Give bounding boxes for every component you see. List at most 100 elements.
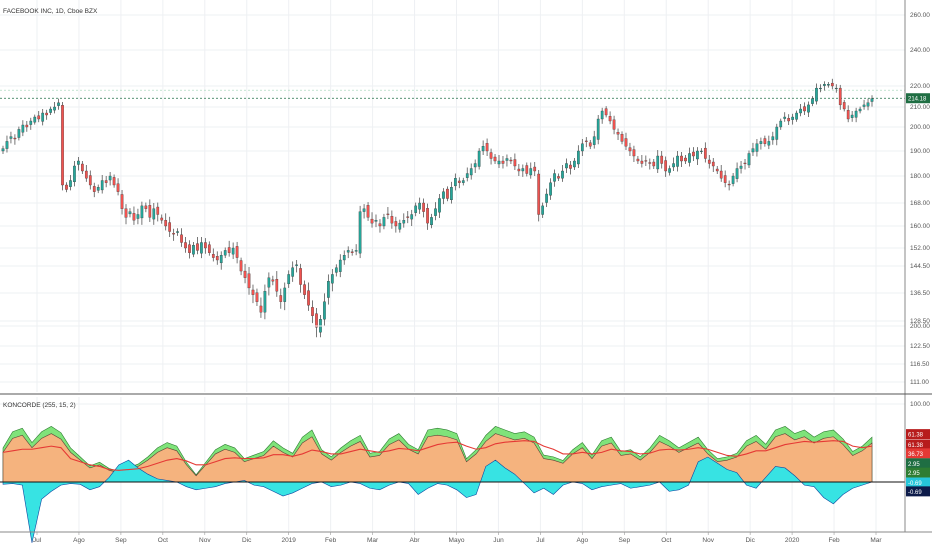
candle-body [672, 163, 675, 168]
candle-body [116, 183, 120, 192]
candle-body [227, 247, 231, 253]
candle-body [17, 129, 21, 138]
x-tick-label: Jun [493, 537, 504, 544]
candle-body [652, 161, 656, 167]
x-tick-label: Abr [409, 537, 420, 544]
price-pane[interactable] [0, 0, 905, 392]
candle-body [108, 175, 112, 181]
candle-body [57, 102, 60, 106]
price-y-tick-label: 190.00 [910, 148, 930, 155]
candle-body [88, 175, 92, 186]
candle-body [565, 163, 568, 169]
azul-area [2, 456, 873, 543]
candle-body [390, 216, 394, 224]
candle-body [247, 273, 251, 289]
candle-body [378, 223, 382, 227]
candle-body [303, 284, 306, 295]
candle-body [846, 110, 850, 120]
candle-body [382, 217, 386, 227]
candle-body [156, 206, 160, 215]
candle-body [394, 221, 398, 227]
candle-body [513, 159, 517, 167]
candle-body [299, 268, 302, 285]
candle-body [176, 231, 179, 233]
candle-body [660, 155, 664, 164]
candle-body [215, 256, 219, 261]
candle-body [783, 116, 787, 119]
candle-body [799, 108, 802, 114]
candle-body [410, 214, 414, 220]
candle-body [557, 176, 560, 179]
price-y-tick-label: 240.00 [910, 47, 930, 54]
candle-body [358, 211, 362, 254]
candle-body [450, 187, 453, 200]
chart-title: FACEBOOK INC, 1D, Cboe BZX [3, 8, 98, 15]
candle-body [231, 247, 235, 255]
candle-body [727, 183, 731, 186]
indicator-value-badge [906, 486, 930, 497]
candle-body [148, 205, 152, 218]
candle-body [707, 159, 711, 164]
candle-body [366, 205, 370, 218]
candle-body [656, 155, 660, 170]
candle-body [775, 126, 779, 140]
ind-y-tick-label: 200.00 [910, 323, 930, 330]
candle-body [41, 112, 45, 122]
price-y-tick-label: 160.00 [910, 223, 930, 230]
candle-body [584, 140, 588, 142]
candle-body [243, 270, 247, 278]
indicator-pane[interactable] [0, 325, 905, 550]
candle-body [823, 84, 826, 86]
candle-body [112, 177, 116, 186]
candle-body [838, 87, 842, 106]
candle-body [81, 163, 84, 172]
candle-body [454, 178, 457, 187]
candle-body [207, 244, 211, 253]
candle-body [719, 170, 723, 179]
candle-body [850, 114, 854, 118]
candle-body [787, 118, 791, 122]
candle-body [418, 202, 421, 210]
candle-body [592, 136, 596, 145]
candle-body [330, 274, 334, 284]
x-tick-label: Oct [158, 537, 168, 544]
candle-body [751, 148, 755, 153]
marron-area [2, 433, 873, 483]
candle-body [521, 168, 525, 172]
indicator-value-badge [906, 429, 930, 440]
candle-body [815, 87, 818, 102]
candle-body [255, 292, 259, 302]
x-tick-label: Feb [325, 537, 337, 544]
candle-body [461, 180, 465, 183]
candle-body [600, 110, 604, 120]
candle-body [188, 244, 191, 253]
x-tick-label: Nov [199, 537, 211, 544]
price-y-tick-label: 136.50 [910, 290, 930, 297]
indicator-title: KONCORDE (255, 15, 2) [3, 402, 76, 409]
candle-body [29, 120, 33, 125]
candle-body [624, 138, 628, 147]
candle-body [747, 153, 751, 166]
candle-body [684, 157, 687, 162]
candle-body [251, 289, 255, 295]
candle-body [668, 168, 671, 173]
candle-body [862, 104, 866, 107]
candle-body [49, 108, 52, 113]
candle-body [291, 267, 295, 277]
candle-body [53, 106, 56, 111]
x-tick-label: Jul [536, 537, 545, 544]
candle-body [33, 116, 37, 123]
candle-body [692, 151, 695, 157]
candle-body [422, 202, 425, 212]
candle-body [219, 255, 223, 264]
candle-body [446, 188, 449, 199]
indicator-value-label: 2.95 [908, 471, 920, 477]
price-y-tick-label: 128.50 [910, 318, 930, 325]
candle-body [731, 175, 735, 184]
candle-body [819, 87, 822, 90]
candle-body [807, 104, 810, 113]
candle-body [223, 250, 227, 256]
candle-body [25, 124, 29, 128]
